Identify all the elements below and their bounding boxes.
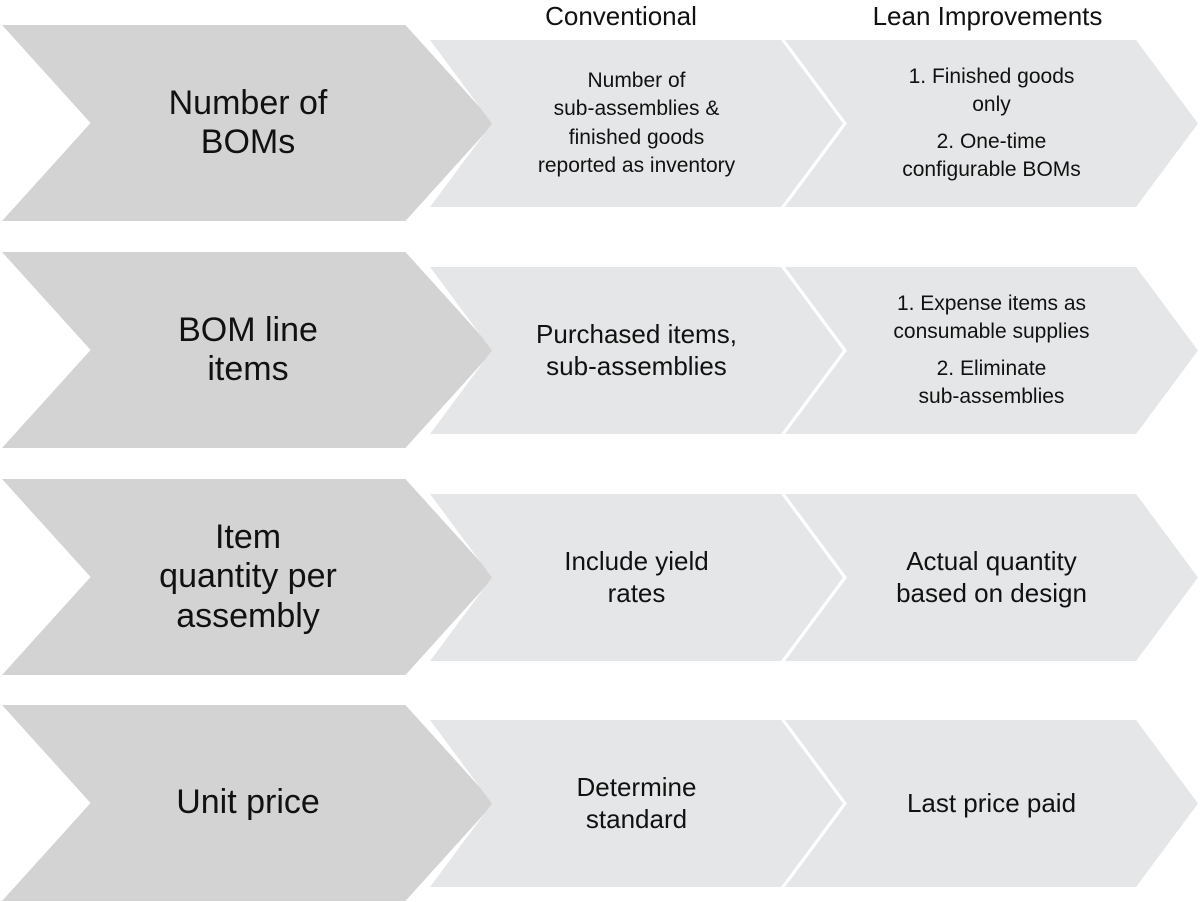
text-line: Number of [168,83,328,122]
text-line: consumable supplies [893,320,1090,344]
text-line: Purchased items, [536,319,737,350]
text-line: configurable BOMs [902,157,1081,181]
row-label-chevron: Number of BOMs [2,25,494,221]
text-line: sub-assemblies [546,350,727,381]
text-line: rates [607,577,666,608]
text-line: BOMs [200,123,296,161]
text-line: Actual quantity [906,546,1077,577]
lean-improvement-chevron: Actual quantity based on design [785,494,1198,661]
text-line: BOM line [178,310,318,349]
row-label-chevron: Unit price [2,705,494,901]
text-line: sub-assemblies & [553,97,720,121]
text-line: Number of [587,68,686,92]
text-line: standard [585,803,688,834]
lean-improvement-chevron: 1. Expense items as consumable supplies 2.… [785,267,1198,434]
conventional-chevron: Purchased items, sub-assemblies [430,267,843,434]
row-label-chevron: Item quantity per assembly [2,479,494,675]
row-label-chevron: BOM line items [2,252,494,448]
conventional-chevron: Include yield rates [430,494,843,661]
text-line: finished goods [568,125,705,149]
text-line: Determine [576,772,697,803]
text-line: sub-assemblies [918,384,1065,408]
text-line: only [972,93,1011,117]
text-line: 1. Expense items as [896,291,1087,315]
conventional-chevron: Determine standard [430,720,843,887]
text-line: based on design [896,577,1087,608]
text-line: Last price paid [906,787,1077,818]
lean-improvement-chevron: 1. Finished goods only 2. One-time configur… [785,40,1198,207]
column-header-conventional: Conventional [545,1,697,31]
text-line: 2. Eliminate [936,356,1047,380]
lean-improvement-chevron: Last price paid [785,720,1198,887]
text-line: items [207,350,289,388]
text-line: 2. One-time [936,129,1047,153]
text-line: Unit price [176,783,320,822]
text-line: reported as inventory [537,153,736,177]
text-line: 1. Finished goods [908,64,1075,88]
text-line: Include yield [564,546,709,577]
text-line: assembly [176,596,320,635]
column-header-lean-improvements: Lean Improvements [872,1,1103,31]
text-line: Item [214,518,282,557]
text-line: quantity per [159,557,337,596]
conventional-chevron: Number of sub-assemblies & finished goods r… [430,40,843,207]
